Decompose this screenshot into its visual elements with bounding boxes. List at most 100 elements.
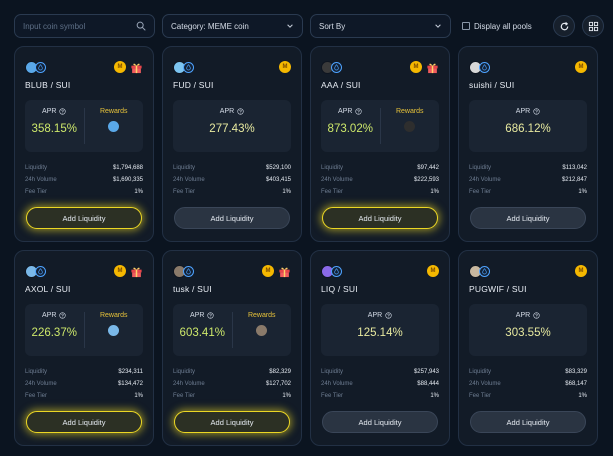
add-liquidity-button[interactable]: Add Liquidity [174,207,290,229]
refresh-icon [560,21,568,30]
add-liquidity-button[interactable]: Add Liquidity [470,411,586,433]
apr-value: 303.55% [505,327,551,339]
help-icon[interactable] [59,108,67,115]
apr-panel: APR 873.02% Rewards [321,100,439,152]
display-all-checkbox[interactable] [462,22,470,30]
apr-label: APR [42,312,57,319]
fee-tier-value: 1% [134,189,143,195]
add-liquidity-button[interactable]: Add Liquidity [174,411,290,433]
help-icon[interactable] [533,108,540,115]
display-all-pools-toggle[interactable]: Display all pools [462,22,532,31]
category-select-label: Category: MEME coin [171,21,249,31]
apr-label: APR [515,312,531,319]
fee-tier-label: Fee Tier [321,189,344,195]
pool-stats: Liquidity $257,943 24h Volume $88,444 Fee … [321,366,439,402]
token-pair-icons [25,264,46,278]
meme-coin-badge-icon: M [262,264,274,277]
apr-value: 125.14% [357,327,403,339]
display-all-label: Display all pools [474,21,532,31]
help-icon[interactable] [355,108,363,115]
liquidity-label: Liquidity [173,369,196,375]
liquidity-value: $82,329 [269,369,291,375]
sui-token-icon [479,61,490,73]
gift-icon [427,63,438,73]
apr-divider [231,312,233,348]
pool-pair-name: PUGWIF / SUI [469,284,527,294]
fee-tier-label: Fee Tier [173,393,196,399]
volume-value: $134,472 [117,381,143,387]
pool-stats: Liquidity $1,794,688 24h Volume $1,690,335… [25,162,143,198]
pool-card-6: M LIQ / SUI APR 125.14% Liquidity $257,94… [310,250,450,446]
apr-panel: APR 358.15% Rewards [25,100,143,152]
volume-label: 24h Volume [25,381,57,387]
sui-token-icon [331,61,342,73]
apr-label: APR [190,312,205,319]
refresh-button[interactable] [553,15,575,37]
sui-token-icon [479,265,490,277]
add-liquidity-button[interactable]: Add Liquidity [26,207,142,229]
pool-card-3: M suishi / SUI APR 686.12% Liquidity $113… [458,46,598,242]
reward-token-icon [108,121,120,132]
volume-label: 24h Volume [173,177,205,183]
fee-tier-value: 1% [578,393,587,399]
rewards-label: Rewards [99,312,128,319]
apr-value: 873.02% [327,123,373,135]
apr-label: APR [515,108,531,115]
pool-stats: Liquidity $83,329 24h Volume $68,147 Fee T… [469,366,587,402]
token-pair-icons [469,60,490,74]
volume-value: $222,593 [413,177,439,183]
search-box[interactable] [14,14,155,38]
pool-card-2: M AAA / SUI APR 873.02% Rewards [310,46,450,242]
token-pair-icons [321,60,342,74]
apr-value: 277.43% [209,123,255,135]
pool-stats: Liquidity $113,042 24h Volume $212,847 Fee… [469,162,587,198]
pool-card-0: M BLUB / SUI APR 358.15% Rewards [14,46,154,242]
pool-pair-name: tusk / SUI [173,284,212,294]
meme-coin-badge-icon: M [575,61,587,73]
fee-tier-label: Fee Tier [469,189,492,195]
help-icon[interactable] [533,312,540,319]
search-icon[interactable] [136,21,146,31]
pool-card-7: M PUGWIF / SUI APR 303.55% Liquidity $83,… [458,250,598,446]
help-icon[interactable] [207,312,215,319]
add-liquidity-button[interactable]: Add Liquidity [322,207,438,229]
add-liquidity-button[interactable]: Add Liquidity [26,411,142,433]
reward-token-icon [404,121,416,132]
volume-label: 24h Volume [25,177,57,183]
fee-tier-value: 1% [282,189,291,195]
meme-coin-badge-icon: M [114,264,126,277]
volume-label: 24h Volume [321,381,353,387]
help-icon[interactable] [59,312,67,319]
fee-tier-label: Fee Tier [25,189,48,195]
sui-token-icon [183,265,194,277]
help-icon[interactable] [237,108,244,115]
token-pair-icons [173,60,194,74]
apr-value: 603.41% [179,327,225,339]
pool-card-5: M tusk / SUI APR 603.41% Rewards [162,250,302,446]
help-icon[interactable] [385,312,392,319]
apr-label: APR [219,108,235,115]
sort-select[interactable]: Sort By [310,14,451,38]
liquidity-label: Liquidity [321,369,344,375]
pool-stats: Liquidity $82,329 24h Volume $127,702 Fee … [173,366,291,402]
volume-label: 24h Volume [321,177,353,183]
liquidity-label: Liquidity [25,369,48,375]
token-pair-icons [321,264,342,278]
category-select[interactable]: Category: MEME coin [162,14,303,38]
pool-pair-name: AAA / SUI [321,80,361,90]
meme-coin-badge-icon: M [410,60,422,73]
apr-panel: APR 603.41% Rewards [173,304,291,356]
search-input[interactable] [23,21,136,31]
liquidity-label: Liquidity [25,165,48,171]
pool-stats: Liquidity $97,442 24h Volume $222,593 Fee … [321,162,439,198]
pool-pair-name: AXOL / SUI [25,284,71,294]
grid-icon [588,21,598,31]
sui-token-icon [35,265,46,277]
apr-panel: APR 125.14% [321,304,439,356]
add-liquidity-button[interactable]: Add Liquidity [322,411,438,433]
liquidity-label: Liquidity [173,165,196,171]
add-liquidity-button[interactable]: Add Liquidity [470,207,586,229]
sort-select-label: Sort By [319,21,346,31]
grid-view-button[interactable] [582,15,604,37]
pool-pair-name: BLUB / SUI [25,80,71,90]
